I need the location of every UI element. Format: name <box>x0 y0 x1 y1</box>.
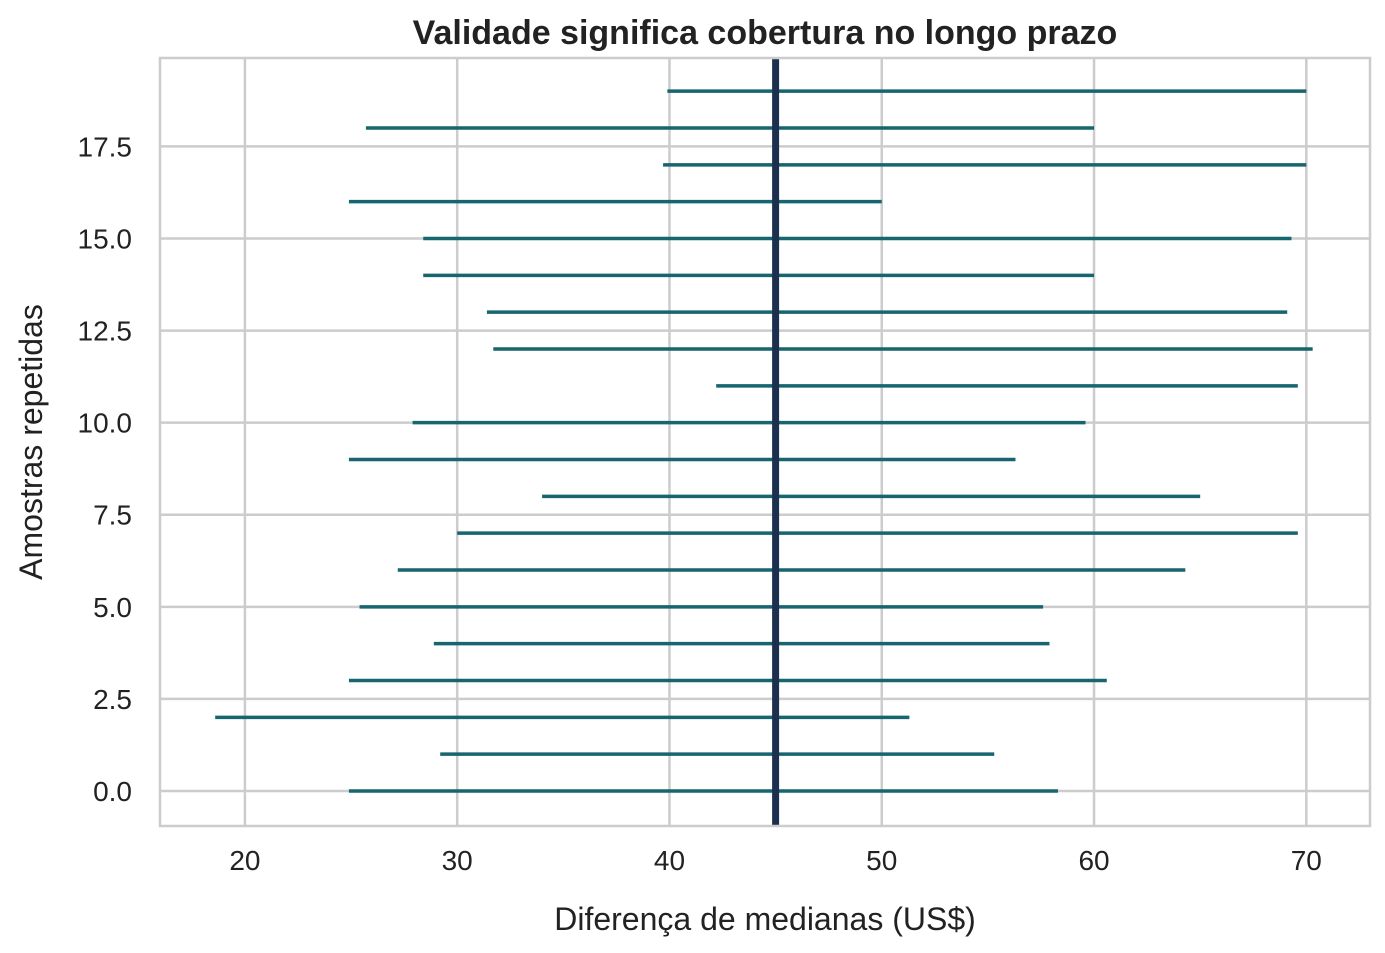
x-tick-label: 60 <box>1078 845 1109 876</box>
y-tick-label: 0.0 <box>93 776 132 807</box>
y-tick-label: 12.5 <box>78 316 133 347</box>
x-tick-label: 40 <box>654 845 685 876</box>
y-tick-label: 7.5 <box>93 500 132 531</box>
x-tick-label: 20 <box>229 845 260 876</box>
chart-title: Validade significa cobertura no longo pr… <box>413 14 1118 52</box>
x-tick-label: 50 <box>866 845 897 876</box>
interval-series <box>215 89 1313 793</box>
plot-area <box>160 58 1370 826</box>
y-axis-label: Amostras repetidas <box>13 304 49 580</box>
x-tick-label: 70 <box>1291 845 1322 876</box>
x-tick-labels: 20 30 40 50 60 70 <box>229 845 1322 876</box>
y-tick-label: 2.5 <box>93 684 132 715</box>
y-tick-label: 15.0 <box>78 223 133 254</box>
y-tick-label: 5.0 <box>93 592 132 623</box>
plot-frame <box>158 56 1372 828</box>
y-tick-labels: 0.0 2.5 5.0 7.5 10.0 12.5 15.0 17.5 <box>78 131 133 807</box>
x-tick-label: 30 <box>442 845 473 876</box>
x-axis-label: Diferença de medianas (US$) <box>554 901 976 937</box>
y-tick-label: 10.0 <box>78 408 133 439</box>
y-tick-label: 17.5 <box>78 131 133 162</box>
